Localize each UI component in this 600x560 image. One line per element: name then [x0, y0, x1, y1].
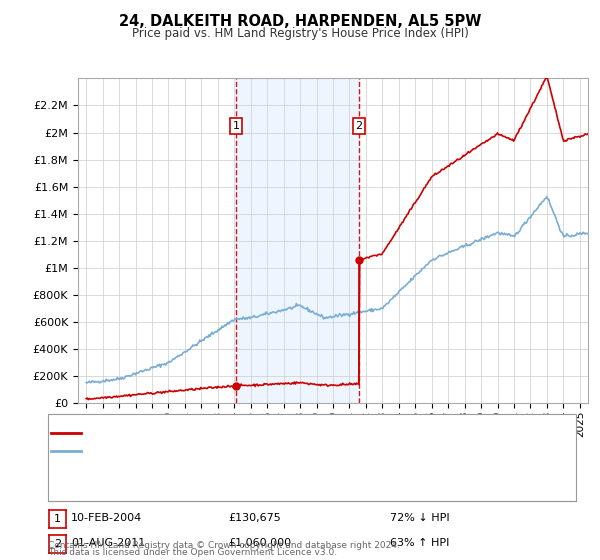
Text: HPI: Average price, detached house, St Albans: HPI: Average price, detached house, St A… [84, 446, 338, 456]
Text: £1,060,000: £1,060,000 [228, 538, 291, 548]
Text: 10-FEB-2004: 10-FEB-2004 [71, 513, 142, 523]
Text: Price paid vs. HM Land Registry's House Price Index (HPI): Price paid vs. HM Land Registry's House … [131, 27, 469, 40]
Text: This data is licensed under the Open Government Licence v3.0.: This data is licensed under the Open Gov… [48, 548, 337, 557]
Text: 72% ↓ HPI: 72% ↓ HPI [390, 513, 449, 523]
Text: 1: 1 [233, 121, 239, 131]
Text: 63% ↑ HPI: 63% ↑ HPI [390, 538, 449, 548]
Text: 2: 2 [54, 539, 61, 549]
Text: 01-AUG-2011: 01-AUG-2011 [71, 538, 145, 548]
Text: Contains HM Land Registry data © Crown copyright and database right 2024.: Contains HM Land Registry data © Crown c… [48, 541, 400, 550]
Text: 1: 1 [54, 514, 61, 524]
Text: 2: 2 [355, 121, 362, 131]
Text: £130,675: £130,675 [228, 513, 281, 523]
Text: 24, DALKEITH ROAD, HARPENDEN, AL5 5PW (detached house): 24, DALKEITH ROAD, HARPENDEN, AL5 5PW (d… [84, 428, 424, 438]
Text: 24, DALKEITH ROAD, HARPENDEN, AL5 5PW: 24, DALKEITH ROAD, HARPENDEN, AL5 5PW [119, 14, 481, 29]
Bar [236, 78, 359, 403]
